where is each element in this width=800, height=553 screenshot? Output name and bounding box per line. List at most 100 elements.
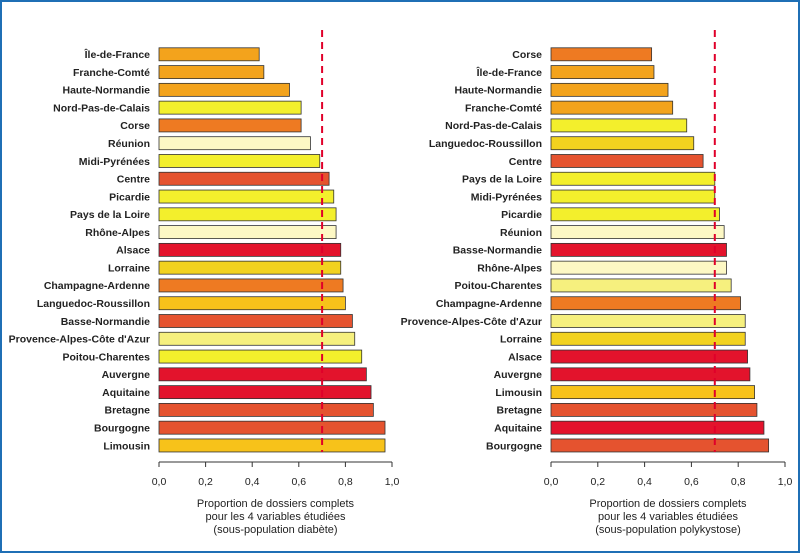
bar: [550, 420, 765, 435]
bar: [158, 82, 290, 97]
category-label: Lorraine: [500, 334, 542, 346]
x-tick-label: 0,8: [338, 476, 353, 488]
bar: [158, 189, 335, 204]
bar: [158, 438, 386, 453]
x-axis-label: pour les 4 variables étudiées: [205, 511, 346, 523]
category-label: Nord-Pas-de-Calais: [53, 102, 150, 114]
category-label: Nord-Pas-de-Calais: [445, 120, 542, 132]
bar: [158, 314, 353, 328]
category-label: Basse-Normandie: [61, 316, 150, 328]
x-tick-label: 0,4: [637, 476, 652, 488]
bar: [550, 296, 741, 311]
x-axis-label: pour les 4 variables étudiées: [598, 511, 739, 523]
category-label: Rhône-Alpes: [477, 262, 542, 274]
bar: [158, 171, 330, 186]
bar: [550, 171, 716, 186]
category-label: Midi-Pyrénées: [79, 156, 150, 168]
category-label: Centre: [509, 156, 542, 168]
category-label: Franche-Comté: [73, 67, 150, 79]
bar: [158, 225, 337, 240]
category-label: Limousin: [103, 440, 150, 452]
x-tick-label: 0,0: [152, 476, 167, 488]
x-axis-label: Proportion de dossiers complets: [197, 498, 355, 510]
category-label: Languedoc-Roussillon: [429, 138, 542, 150]
bar: [550, 100, 674, 115]
category-label: Languedoc-Roussillon: [37, 298, 150, 310]
bar: [158, 136, 311, 151]
bar: [158, 278, 344, 293]
bar: [158, 118, 302, 133]
category-label: Limousin: [495, 387, 542, 399]
category-label: Centre: [117, 174, 150, 186]
bar: [550, 260, 727, 275]
category-label: Poitou-Charentes: [454, 280, 542, 292]
chart-panel-1: Île-de-France Franche-Comté Haute-Normandi…: [9, 30, 400, 536]
category-label: Champagne-Ardenne: [436, 298, 542, 310]
bar: [550, 402, 758, 417]
bar: [550, 82, 669, 97]
bar: [550, 118, 688, 133]
category-label: Réunion: [500, 227, 542, 239]
bar: [550, 278, 732, 293]
x-tick-label: 0,0: [544, 476, 559, 488]
bar: [158, 367, 367, 382]
bar: [550, 189, 716, 204]
category-label: Poitou-Charentes: [62, 351, 150, 363]
bar: [158, 420, 386, 435]
bar: [550, 314, 746, 328]
bar: [158, 402, 374, 417]
x-tick-label: 0,8: [731, 476, 746, 488]
x-axis-label: (sous-population diabète): [213, 524, 337, 536]
category-label: Haute-Normandie: [62, 85, 150, 97]
x-axis-label: Proportion de dossiers complets: [589, 498, 747, 510]
bar: [158, 154, 321, 168]
bar: [158, 242, 342, 257]
bar: [158, 260, 342, 275]
category-label: Provence-Alpes-Côte d'Azur: [401, 316, 542, 328]
x-tick-label: 0,2: [198, 476, 213, 488]
category-label: Bourgogne: [486, 440, 542, 452]
category-label: Picardie: [501, 209, 542, 221]
bar: [158, 65, 265, 79]
category-label: Corse: [512, 49, 542, 61]
x-tick-label: 0,6: [291, 476, 306, 488]
category-label: Bourgogne: [94, 422, 150, 434]
bar: [158, 47, 260, 62]
category-label: Île-de-France: [476, 66, 543, 79]
category-label: Franche-Comté: [465, 102, 542, 114]
bar: [158, 207, 337, 222]
bar: [550, 367, 751, 382]
bar: [550, 136, 695, 151]
chart-panel-2: Corse Île-de-France Haute-Normandie Franche…: [401, 30, 792, 536]
bar: [550, 385, 755, 400]
bar: [550, 225, 725, 240]
bar: [550, 207, 720, 222]
category-label: Bretagne: [104, 405, 150, 417]
bar: [158, 100, 302, 115]
bar: [158, 296, 346, 311]
category-label: Corse: [120, 120, 150, 132]
bar: [158, 385, 372, 400]
bar: [550, 331, 746, 346]
category-label: Auvergne: [494, 369, 543, 381]
category-label: Aquitaine: [102, 387, 150, 399]
x-tick-label: 0,6: [684, 476, 699, 488]
bar: [550, 349, 748, 364]
category-label: Pays de la Loire: [70, 209, 150, 221]
bar: [550, 65, 655, 79]
bar: [550, 438, 770, 453]
category-label: Midi-Pyrénées: [471, 191, 542, 203]
category-label: Alsace: [116, 245, 150, 257]
bar: [550, 154, 704, 168]
x-axis-label: (sous-population polykystose): [595, 524, 741, 536]
category-label: Alsace: [508, 351, 542, 363]
x-tick-label: 1,0: [385, 476, 400, 488]
category-label: Réunion: [108, 138, 150, 150]
category-label: Lorraine: [108, 262, 150, 274]
category-label: Aquitaine: [494, 422, 542, 434]
category-label: Champagne-Ardenne: [44, 280, 150, 292]
category-label: Bretagne: [496, 405, 542, 417]
category-label: Haute-Normandie: [454, 85, 542, 97]
category-label: Rhône-Alpes: [85, 227, 150, 239]
